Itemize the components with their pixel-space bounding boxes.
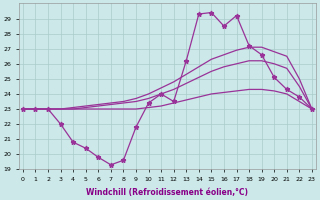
X-axis label: Windchill (Refroidissement éolien,°C): Windchill (Refroidissement éolien,°C) (86, 188, 248, 197)
